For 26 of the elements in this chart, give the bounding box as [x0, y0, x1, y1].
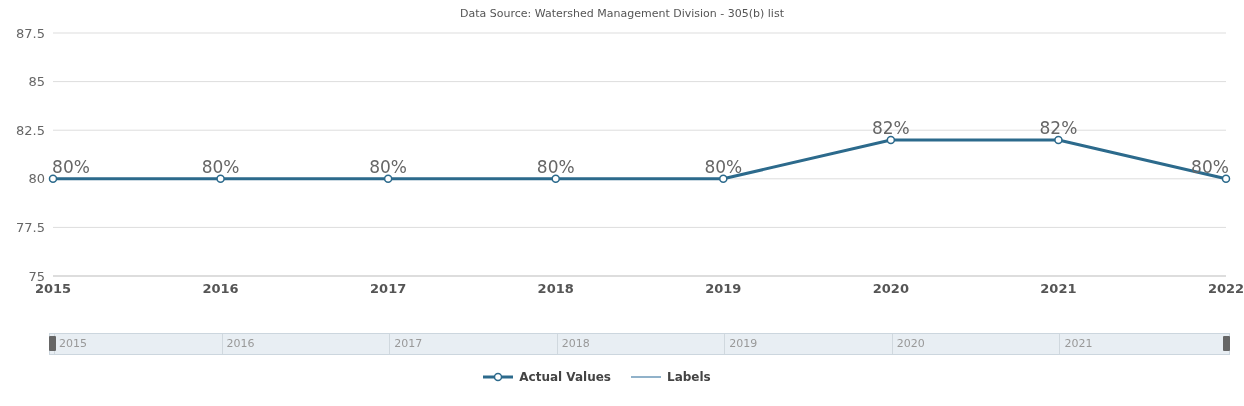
source-note: Data Source: Watershed Management Division - 305(b) list	[459, 6, 785, 22]
x-tick-label: 2016	[202, 281, 239, 297]
x-tick-label: 2018	[537, 281, 574, 297]
x-tick-label: 2021	[1040, 281, 1077, 297]
data-label: 82%	[871, 117, 910, 138]
data-label: 80%	[1191, 156, 1229, 177]
data-label: 80%	[536, 156, 575, 177]
x-tick-label: 2020	[872, 281, 909, 297]
data-label: 80%	[369, 156, 408, 177]
range-navigator: 2015 2016 2017 2018 2019 2020 2021	[49, 333, 1230, 355]
y-tick-label: 80	[28, 171, 45, 187]
x-tick-label: 2015	[34, 281, 72, 297]
data-label: 80%	[704, 156, 743, 177]
x-tick-label: 2022	[1207, 281, 1244, 297]
y-tick-label: 87.5	[16, 25, 45, 41]
x-tick-label: 2019	[705, 281, 742, 297]
y-tick-label: 77.5	[16, 220, 45, 236]
data-label: 80%	[201, 156, 240, 177]
legend-label: Labels	[667, 370, 711, 384]
x-tick-label: 2017	[370, 281, 407, 297]
legend-label: Actual Values	[519, 370, 611, 384]
y-tick-label: 75	[28, 268, 45, 284]
y-tick-label: 82.5	[16, 122, 45, 138]
data-label: 80%	[52, 156, 90, 177]
y-tick-label: 85	[28, 74, 45, 90]
data-label: 82%	[1039, 117, 1078, 138]
